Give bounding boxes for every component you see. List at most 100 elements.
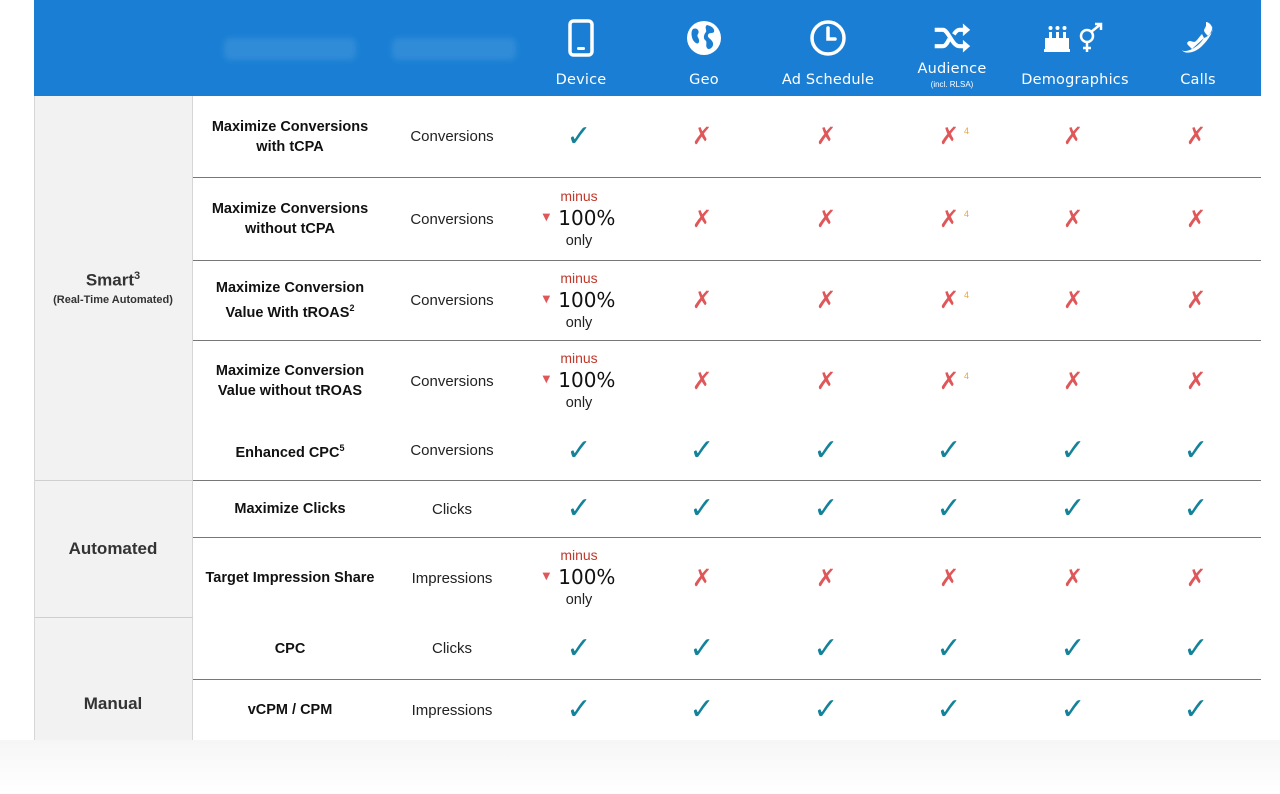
clock-icon <box>808 18 848 58</box>
checkmark-icon: ✓ <box>689 630 715 666</box>
checkmark-icon: ✓ <box>689 692 715 727</box>
checkmark-icon: ✓ <box>813 491 839 526</box>
cross-icon: ✗ <box>691 204 713 233</box>
checkmark-icon: ✓ <box>936 491 962 526</box>
down-triangle-icon: ▼ <box>542 571 551 583</box>
table-row: Target Impression Share Impressions minus ▼… <box>193 538 1261 618</box>
unsupported-cross: ✗ 4 <box>887 96 1011 177</box>
header-label: Calls <box>1180 72 1216 88</box>
cross-icon: ✗ <box>1062 563 1084 592</box>
checkmark-icon: ✓ <box>936 432 962 468</box>
minus-label: minus <box>560 350 598 367</box>
supported-check: ✓ <box>1011 680 1135 740</box>
optimization-goal: Conversions <box>410 372 494 390</box>
supported-check: ✓ <box>764 421 888 480</box>
blurred-header-tab <box>224 38 356 60</box>
unsupported-cross: ✗ <box>1011 341 1135 421</box>
checkmark-icon: ✓ <box>689 432 715 468</box>
cross-icon: ✗ <box>938 563 960 592</box>
cross-icon: ✗ <box>1062 122 1084 150</box>
optimization-goal: Conversions <box>410 442 494 459</box>
cross-icon: ✗ <box>691 286 713 314</box>
cross-icon: ✗ <box>691 122 713 150</box>
header-audience: Audience (incl. RLSA) <box>890 0 1014 96</box>
supported-check: ✓ <box>1011 481 1135 537</box>
header-geo: Geo <box>642 0 766 96</box>
group-divider <box>34 480 193 481</box>
checkmark-icon: ✓ <box>1183 491 1209 526</box>
down-triangle-icon: ▼ <box>542 212 551 224</box>
minus-value: 100% <box>558 287 616 312</box>
supported-check: ✓ <box>764 618 888 679</box>
cross-icon: ✗ <box>1185 122 1207 150</box>
table-left-border <box>34 96 35 790</box>
table-row: Enhanced CPC5 Conversions ✓ ✓ ✓ ✓ ✓ ✓ <box>193 421 1261 481</box>
only-label: only <box>565 233 593 250</box>
cross-icon: ✗ <box>815 366 837 395</box>
minus-100-only: minus ▼ 100% only <box>517 341 641 421</box>
cross-icon: ✗ <box>1185 563 1207 592</box>
footnote-marker: 4 <box>964 208 970 219</box>
supported-check: ✓ <box>517 680 641 740</box>
header-label: Audience <box>917 61 987 77</box>
supported-check: ✓ <box>887 481 1011 537</box>
strategy-name: Enhanced CPC5 <box>235 443 345 461</box>
supported-check: ✓ <box>887 618 1011 679</box>
unsupported-cross: ✗ <box>640 178 764 260</box>
unsupported-cross: ✗ <box>764 261 888 340</box>
unsupported-cross: ✗ <box>1134 178 1258 260</box>
cross-icon: ✗ <box>938 204 960 233</box>
supported-check: ✓ <box>764 680 888 740</box>
footnote-marker: 4 <box>964 290 970 300</box>
table-row: Maximize Conversion Value With tROAS2 Con… <box>193 261 1261 341</box>
group-title: Automated <box>68 539 158 558</box>
group-automated: Automated <box>34 481 193 617</box>
header-label: Geo <box>689 72 719 88</box>
supported-check: ✓ <box>517 481 641 537</box>
unsupported-cross: ✗ <box>764 96 888 177</box>
minus-100-only: minus ▼ 100% only <box>517 538 641 618</box>
header-sublabel: (incl. RLSA) <box>930 80 974 89</box>
minus-value: 100% <box>558 565 616 590</box>
only-label: only <box>565 314 593 331</box>
strategy-name: vCPM / CPM <box>247 702 333 718</box>
cross-icon: ✗ <box>815 286 837 314</box>
table-row: Maximize Conversion Value without tROAS C… <box>193 341 1261 421</box>
unsupported-cross: ✗ <box>1011 261 1135 340</box>
unsupported-cross: ✗ <box>640 341 764 421</box>
checkmark-icon: ✓ <box>566 118 592 154</box>
unsupported-cross: ✗ <box>764 178 888 260</box>
unsupported-cross: ✗ <box>764 341 888 421</box>
footnote-marker: 4 <box>964 126 970 136</box>
bottom-fade <box>0 740 1280 794</box>
checkmark-icon: ✓ <box>813 432 839 468</box>
strategy-name: Maximize Conversions without tCPA <box>211 201 369 237</box>
cross-icon: ✗ <box>691 563 713 592</box>
header-demographics: Demographics <box>1013 0 1137 96</box>
down-triangle-icon: ▼ <box>542 293 551 305</box>
supported-check: ✓ <box>517 96 641 177</box>
minus-100-only: minus ▼ 100% only <box>517 178 641 260</box>
unsupported-cross: ✗ <box>640 96 764 177</box>
minus-label: minus <box>560 269 598 286</box>
cake-gender-icon <box>1040 18 1110 58</box>
table-row: Maximize Clicks Clicks ✓ ✓ ✓ ✓ ✓ ✓ <box>193 481 1261 538</box>
minus-value: 100% <box>558 368 616 393</box>
supported-check: ✓ <box>1134 421 1258 480</box>
optimization-goal: Impressions <box>411 569 493 587</box>
checkmark-icon: ✓ <box>1060 491 1086 526</box>
header-ad-schedule: Ad Schedule <box>766 0 890 96</box>
checkmark-icon: ✓ <box>566 491 592 526</box>
optimization-goal: Conversions <box>410 128 494 145</box>
unsupported-cross: ✗ <box>1134 96 1258 177</box>
supported-check: ✓ <box>640 680 764 740</box>
header-label: Demographics <box>1021 72 1129 88</box>
cross-icon: ✗ <box>938 366 960 395</box>
header-calls: Calls <box>1136 0 1260 96</box>
smartphone-icon <box>561 18 601 58</box>
globe-icon <box>684 18 724 58</box>
supported-check: ✓ <box>517 421 641 480</box>
only-label: only <box>565 395 593 412</box>
down-triangle-icon: ▼ <box>542 374 551 386</box>
table-row: CPC Clicks ✓ ✓ ✓ ✓ ✓ ✓ <box>193 618 1261 680</box>
